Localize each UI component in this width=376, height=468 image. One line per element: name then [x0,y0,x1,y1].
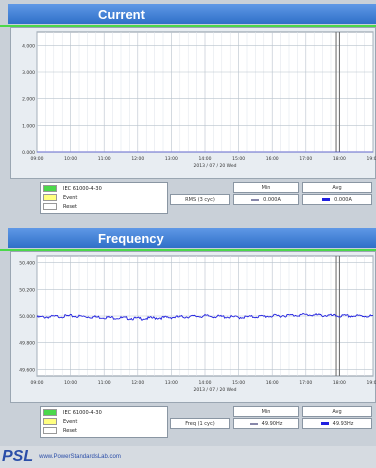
x-tick-label: 19:00 [367,380,376,386]
x-tick-label: 17:00 [299,380,312,386]
y-tick-label: 50.400 [19,261,35,267]
y-tick-label: 0.000 [22,150,35,156]
legend-reset: Reset [63,203,77,210]
x-tick-label: 18:00 [333,156,346,162]
x-tick-label: 13:00 [165,380,178,386]
current-measure-label: RMS (3 cyc) [170,194,230,205]
x-tick-label: 10:00 [64,380,77,386]
date-label: 2013 / 07 / 20 Wed [194,387,237,393]
x-tick-label: 13:00 [165,156,178,162]
x-tick-label: 17:00 [299,156,312,162]
frequency-legend: IEC 61000-4-30 Event Reset [40,406,168,438]
current-title: Current [98,6,145,22]
y-tick-label: 4.000 [22,43,35,49]
x-tick-label: 16:00 [266,156,279,162]
current-marker-line [0,25,376,27]
psl-logo: PSL [2,448,34,465]
series-line [36,312,373,321]
footer: PSL www.PowerStandardsLab.com [0,446,376,468]
frequency-marker-line [0,249,376,251]
frequency-chart[interactable]: 09:00 10:00 11:00 12:00 13:00 14:00 15:00 16:00… [11,252,376,402]
x-tick-label: 15:00 [232,380,245,386]
current-min-value: 0.000A [233,194,299,205]
frequency-title-bar: Frequency [8,228,376,248]
x-tick-label: 12:00 [131,380,144,386]
website-link[interactable]: www.PowerStandardsLab.com [39,454,121,460]
frequency-min-header: Min [233,406,299,417]
legend-event: Event [63,194,78,201]
current-min-header: Min [233,182,299,193]
legend-iec: IEC 61000-4-30 [63,185,102,192]
legend-iec: IEC 61000-4-30 [63,409,102,416]
x-tick-label: 11:00 [98,156,111,162]
x-tick-label: 16:00 [266,380,279,386]
frequency-title: Frequency [98,230,164,246]
x-tick-label: 09:00 [31,156,44,162]
y-tick-label: 2.000 [22,97,35,103]
frequency-measure-label: Freq (1 cyc) [170,418,230,429]
frequency-min-value: 49.90Hz [233,418,299,429]
current-legend: IEC 61000-4-30 Event Reset [40,182,168,214]
y-tick-label: 50.000 [19,314,35,320]
current-title-bar: Current [8,4,376,24]
y-tick-label: 49.800 [19,341,35,347]
current-plot: 09:00 10:00 11:00 12:00 13:00 14:00 15:00 16:00… [10,27,376,179]
y-tick-label: 1.000 [22,123,35,129]
current-avg-value: 0.000A [302,194,372,205]
frequency-avg-value: 49.93Hz [302,418,372,429]
x-tick-label: 12:00 [131,156,144,162]
frequency-avg-header: Avg [302,406,372,417]
frequency-panel: Frequency 09:00 10:00 11:00 12:00 13:00 14:00… [0,224,376,446]
date-label: 2013 / 07 / 20 Wed [194,163,237,169]
x-tick-label: 14:00 [199,156,212,162]
legend-reset: Reset [63,427,77,434]
current-panel: Current 09:00 10:00 11:00 12:00 13:00 14:00 15… [0,0,376,224]
current-avg-header: Avg [302,182,372,193]
y-tick-label: 49.600 [19,367,35,373]
x-tick-label: 11:00 [98,380,111,386]
y-tick-label: 50.200 [19,287,35,293]
current-chart[interactable]: 09:00 10:00 11:00 12:00 13:00 14:00 15:00 16:00… [11,28,376,178]
y-tick-label: 3.000 [22,70,35,76]
x-tick-label: 09:00 [31,380,44,386]
x-tick-label: 14:00 [199,380,212,386]
x-tick-label: 19:00 [367,156,376,162]
legend-event: Event [63,418,78,425]
x-tick-label: 18:00 [333,380,346,386]
x-tick-label: 10:00 [64,156,77,162]
frequency-plot: 09:00 10:00 11:00 12:00 13:00 14:00 15:00 16:00… [10,251,376,403]
x-tick-label: 15:00 [232,156,245,162]
